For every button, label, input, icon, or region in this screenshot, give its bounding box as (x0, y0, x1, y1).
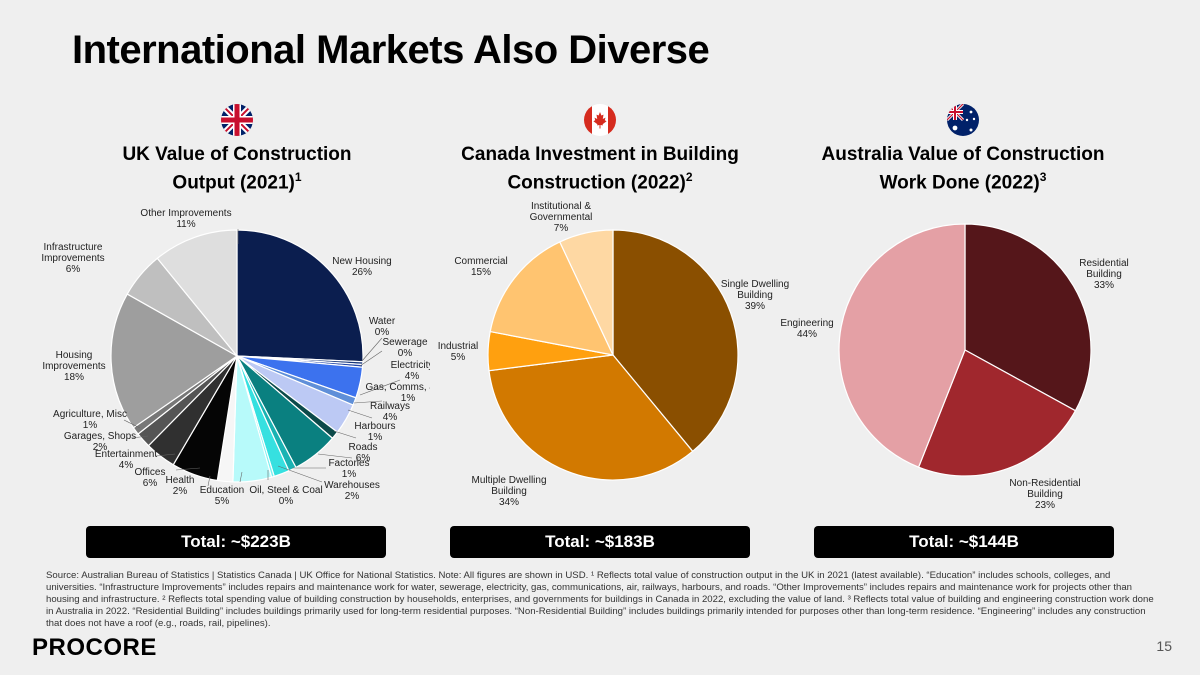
page-title: International Markets Also Diverse (72, 28, 710, 72)
australia-label-residential-building: Residential Building 33% (1079, 258, 1128, 291)
australia-title-line-2: Work Done (2022) (879, 172, 1040, 194)
australia-flag-icon (947, 104, 979, 136)
canada-slice-single-dwelling-building (612, 229, 739, 453)
uk-leader-gas-comms-air (353, 400, 383, 404)
uk-leader-health (207, 475, 211, 487)
australia-title-line-1: Australia Value of Construction (821, 144, 1105, 165)
uk-label-warehouses: Warehouses 2% (324, 480, 380, 502)
uk-title-line-2: Output (2021) (172, 172, 295, 194)
uk-label-entertainment: Entertainment 4% (95, 449, 157, 471)
uk-pie-chart: New Housing 26% Water 0%Sewerage 0%Electrici… (41, 208, 430, 507)
canada-label-multiple-dwelling-building: Multiple Dwelling Building 34% (471, 475, 546, 508)
page-number: 15 (1156, 638, 1172, 654)
uk-label-education: Education 5% (200, 485, 244, 507)
uk-label-sewerage: Sewerage 0% (382, 337, 427, 359)
canada-title-line-2: Construction (2022) (507, 172, 686, 194)
australia-chart-title: Australia Value of Construction Work Don… (793, 144, 1133, 194)
canada-slice-commercial (489, 241, 615, 356)
uk-label-health: Health 2% (166, 475, 195, 497)
uk-total-text: Total: ~$223B (181, 532, 291, 551)
canada-label-industrial: Industrial 5% (438, 341, 479, 363)
canada-slice-multiple-dwelling-building (488, 354, 694, 481)
canada-title-line-1: Canada Investment in Building (461, 144, 739, 165)
uk-flag-icon (221, 104, 253, 136)
uk-leader-railways (347, 409, 373, 419)
uk-label-oil-steel-coal: Oil, Steel & Coal 0% (249, 485, 322, 507)
uk-leader-education (239, 471, 243, 483)
uk-leader-offices (175, 467, 201, 471)
uk-label-housing-improvements: Housing Improvements 18% (42, 350, 105, 383)
uk-title-line-1: UK Value of Construction (122, 144, 352, 165)
uk-leader-garages-shops (131, 435, 149, 439)
uk-chart-title: UK Value of Construction Output (2021)1 (67, 144, 407, 194)
australia-slice-residential-building (964, 223, 1092, 412)
procore-logo: PROCORE (32, 634, 157, 661)
uk-label-new-housing: New Housing 26% (332, 256, 391, 278)
canada-label-institutional-governmental: Institutional & Governmental 7% (530, 201, 593, 234)
uk-label-other-improvements: Other Improvements 11% (140, 208, 231, 230)
canada-label-commercial: Commercial 15% (454, 256, 507, 278)
uk-label-roads: Roads 6% (349, 442, 378, 464)
canada-chart-title: Canada Investment in Building Constructi… (430, 144, 770, 194)
australia-pie-chart: Residential Building 33% Non-Residential Bui… (780, 223, 1129, 511)
uk-label-electricity: Electricity 4% (391, 360, 430, 382)
canada-total-text: Total: ~$183B (545, 532, 655, 551)
uk-leader-harbours (333, 430, 357, 439)
australia-total-text: Total: ~$144B (909, 532, 1019, 551)
uk-label-railways: Railways 4% (370, 401, 410, 423)
canada-slice-institutional-governmental (558, 229, 614, 356)
uk-leader-electricity (359, 379, 401, 396)
uk-footnote-mark: 1 (294, 170, 302, 184)
uk-slice-housing-improvements (110, 293, 239, 429)
australia-footnote-mark: 3 (1039, 170, 1047, 184)
uk-leader-entertainment (155, 453, 176, 457)
uk-total-badge: Total: ~$223B (86, 526, 386, 558)
uk-leader-sewerage (359, 350, 383, 367)
uk-label-infrastructure-improvements: Infrastructure Improvements 6% (41, 242, 104, 275)
uk-label-agriculture-misc: Agriculture, Misc 1% (53, 409, 127, 431)
uk-slice-new-housing (236, 229, 364, 363)
australia-slice-non-residential-building (917, 349, 1077, 477)
source-note: Source: Australian Bureau of Statistics … (46, 570, 1154, 629)
australia-label-engineering: Engineering 44% (780, 318, 833, 340)
uk-leader-water (361, 337, 383, 362)
uk-label-factories: Factories 1% (328, 458, 369, 480)
canada-total-badge: Total: ~$183B (450, 526, 750, 558)
australia-slice-engineering (838, 223, 966, 468)
australia-total-badge: Total: ~$144B (814, 526, 1114, 558)
uk-leader-agriculture-misc (123, 419, 141, 429)
uk-slice-other-improvements (156, 229, 238, 358)
uk-label-harbours: Harbours 1% (354, 421, 395, 443)
uk-leader-warehouses (277, 465, 323, 483)
uk-label-offices: Offices 6% (135, 467, 166, 489)
canada-footnote-mark: 2 (685, 170, 693, 184)
uk-label-garages-shops: Garages, Shops 2% (64, 431, 136, 453)
canada-flag-icon (584, 104, 616, 136)
uk-label-gas-comms-air: Gas, Comms, & Air1% (365, 382, 430, 404)
canada-label-single-dwelling-building: Single Dwelling Building 39% (721, 279, 789, 312)
uk-leader-roads (317, 453, 353, 459)
canada-pie-chart: Single Dwelling Building 39% Multiple Dwell… (438, 201, 789, 508)
uk-label-water: Water 0% (369, 316, 396, 338)
australia-label-non-residential-building: Non-Residential Building 23% (1009, 478, 1080, 511)
